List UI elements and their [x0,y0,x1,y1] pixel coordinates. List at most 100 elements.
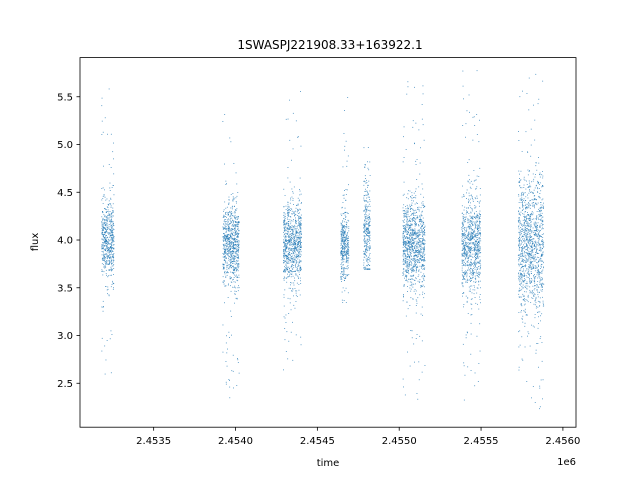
data-point [299,224,301,225]
data-point [418,250,420,252]
data-point [227,253,229,255]
data-point [467,181,469,183]
data-point [222,253,224,254]
data-point [300,247,302,249]
data-point [469,288,471,290]
data-point [416,245,418,247]
data-point [420,246,422,248]
data-point [237,227,239,229]
data-point [230,235,231,237]
data-point [411,278,413,280]
data-point [368,246,369,248]
data-point [230,259,231,261]
data-point [227,234,229,236]
data-point [343,233,345,235]
data-point [369,248,371,249]
data-point [102,229,103,231]
data-point [106,218,108,219]
data-point [294,224,296,226]
data-point [470,298,472,300]
data-point [473,116,475,118]
data-point [104,373,106,375]
data-point [474,297,476,298]
data-point [464,216,465,218]
data-point [233,270,234,271]
data-point [289,139,291,141]
data-point [468,231,470,233]
data-point [469,249,471,251]
data-point [298,252,299,253]
data-point [225,257,226,259]
data-point [300,238,301,240]
data-point [464,261,465,263]
data-point [293,249,295,251]
data-point [407,268,409,270]
data-point [405,249,407,251]
data-point [409,238,410,240]
data-point [103,306,104,307]
data-point [298,245,300,247]
data-point [476,195,478,197]
data-point [230,254,231,256]
data-point [345,253,347,255]
data-point [237,260,239,262]
data-point [365,214,367,216]
data-point [405,212,407,214]
data-point [367,184,369,186]
data-point [462,125,464,126]
data-point [342,230,344,232]
data-point [101,350,103,352]
data-point [402,275,404,276]
data-point [233,244,235,246]
data-point [463,98,464,100]
data-point [346,256,348,258]
data-point [418,230,420,232]
data-point [407,281,409,283]
data-point [228,203,229,205]
data-point [541,313,543,315]
data-point [474,262,476,264]
data-point [107,243,108,245]
data-point [286,240,288,241]
data-point [284,253,286,255]
data-point [283,188,285,190]
data-point [237,232,238,234]
data-point [519,220,521,222]
data-point [236,202,237,204]
data-point [474,224,476,226]
data-point [534,257,535,259]
data-point [285,264,287,266]
data-point [404,230,406,232]
data-point [477,214,478,216]
data-point [106,220,108,222]
data-point [345,257,347,259]
data-point [294,243,295,245]
data-point [478,221,480,222]
data-point [523,266,524,267]
data-point [229,223,230,225]
data-point [409,262,410,264]
data-point [466,257,468,259]
data-point [297,243,299,245]
data-point [111,227,113,228]
data-point [347,260,349,262]
data-point [299,218,300,219]
data-point [404,219,405,221]
data-point [233,242,234,243]
data-point [110,206,112,208]
data-point [415,270,417,272]
data-point [408,270,409,272]
data-point [411,247,413,249]
data-point [229,244,231,246]
data-point [406,236,408,238]
data-point [363,262,365,264]
data-point [466,250,468,252]
data-point [112,151,114,153]
data-point [288,225,290,227]
data-point [472,270,474,271]
data-point [474,265,476,266]
data-point [342,287,344,289]
data-point [297,209,299,211]
data-point [297,275,299,277]
data-point [421,221,423,223]
